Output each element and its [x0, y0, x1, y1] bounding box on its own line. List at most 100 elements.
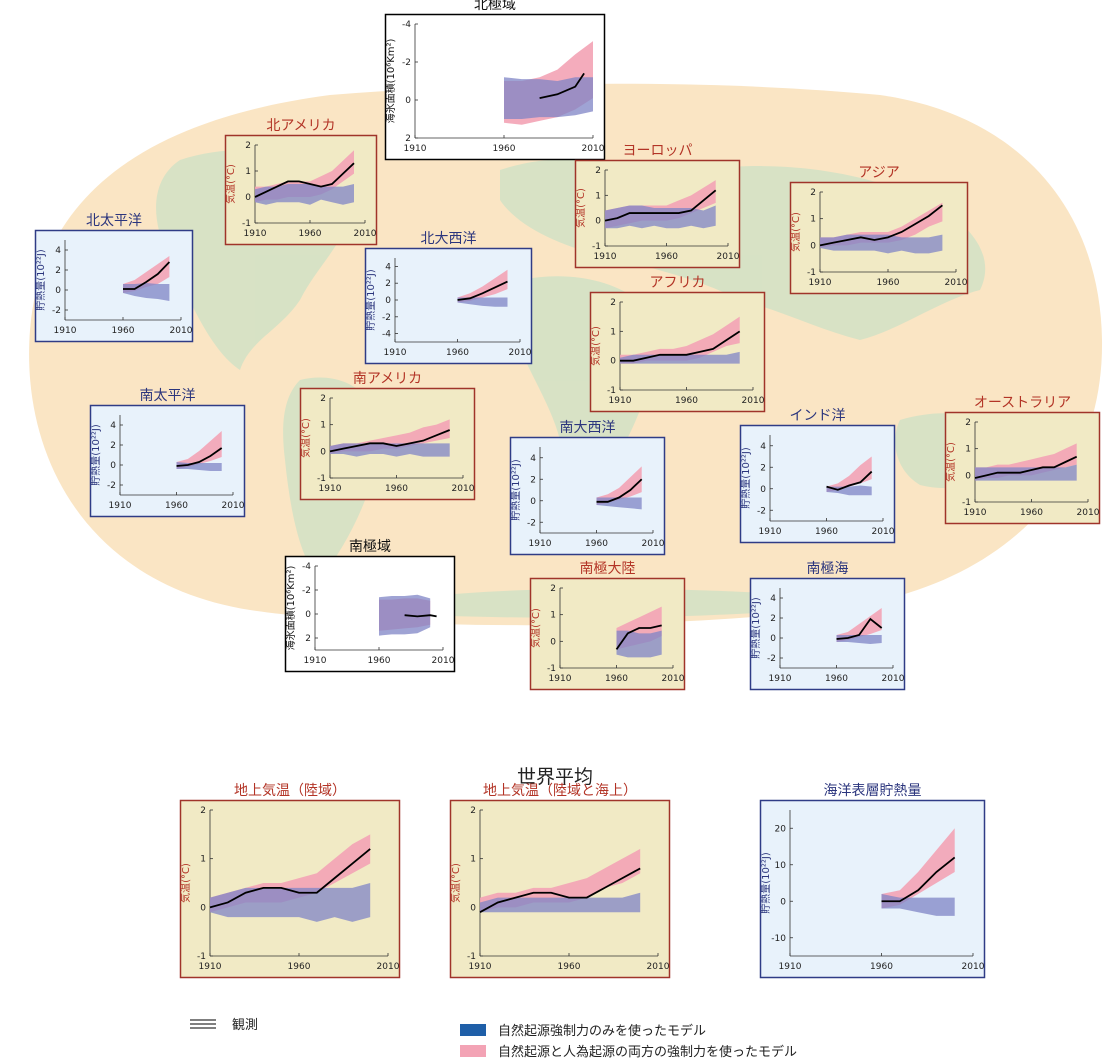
x-tick-label: 1960 — [288, 962, 311, 972]
x-tick-label: 1960 — [299, 229, 322, 239]
y-tick-label: 2 — [405, 134, 411, 144]
observed-line — [615, 624, 662, 650]
x-tick-label: 1910 — [609, 396, 632, 406]
chart-title: アフリカ — [649, 275, 706, 291]
chart-title: オーストラリア — [973, 395, 1072, 411]
y-tick-label: 0 — [245, 193, 251, 203]
y-tick-label: 1 — [595, 191, 601, 201]
x-tick-label: 2010 — [642, 539, 665, 549]
x-tick-label: 1910 — [54, 326, 77, 336]
chart-title: 南極域 — [349, 539, 391, 555]
y-tick-label: 1 — [245, 167, 251, 177]
x-tick-label: 2010 — [432, 656, 455, 666]
y-tick-label: -1 — [467, 952, 476, 962]
chart-title: インド洋 — [789, 408, 846, 424]
y-axis-label: 気温(°C) — [789, 212, 802, 252]
x-tick-label: 2010 — [647, 962, 670, 972]
chart-svg: 4 2 0 -2 1910 1960 2010 貯熱量(10²²J) — [739, 424, 896, 544]
chart-svg: 4 2 0 -2 1910 1960 2010 貯熱量(10²²J) — [34, 229, 194, 343]
y-tick-label: -1 — [807, 268, 816, 278]
y-tick-label: 0 — [965, 471, 971, 481]
chart-frame — [749, 577, 906, 691]
chart-panel-global_land_ocean: 地上気温（陸域と海上） 2 1 0 -1 1910 1960 2010 気温(°C) — [449, 780, 671, 979]
observed-line — [479, 867, 641, 913]
natural-forcing-band — [826, 485, 872, 496]
y-tick-label: 0 — [610, 357, 616, 367]
y-tick-label: 4 — [110, 421, 116, 431]
both-swatch — [460, 1044, 486, 1057]
chart-panel-southern_ocean: 南極海 4 2 0 -2 1910 1960 2010 貯熱量(10²²J) — [749, 558, 906, 691]
y-tick-label: 4 — [530, 454, 536, 464]
x-tick-label: 1960 — [605, 674, 628, 684]
chart-title: 南太平洋 — [139, 388, 196, 404]
y-tick-label: 0 — [550, 637, 556, 647]
x-tick-label: 1960 — [493, 144, 516, 154]
y-axis-label: 貯熱量(10²²J) — [739, 447, 752, 509]
observed-line — [974, 455, 1078, 479]
natural-forcing-band — [596, 497, 642, 510]
chart-title: 北極域 — [474, 0, 516, 13]
chart-panel-europe: ヨーロッパ 2 1 0 -1 1910 1960 2010 気温(°C) — [574, 140, 741, 269]
chart-panel-global_ocean: 海洋表層貯熱量 20 10 0 -10 1910 1960 2010 貯熱量(10²²J) — [759, 780, 986, 979]
y-tick-label: 20 — [775, 824, 787, 834]
observed-line — [457, 280, 508, 301]
x-tick-label: 1960 — [165, 501, 188, 511]
legend-both-label: 自然起源と人為起源の両方の強制力を使ったモデル — [498, 1045, 798, 1060]
y-tick-label: 0 — [200, 903, 206, 913]
x-tick-label: 2010 — [742, 396, 765, 406]
x-tick-label: 1960 — [585, 539, 608, 549]
y-tick-label: 0 — [305, 610, 311, 620]
x-tick-label: 1960 — [870, 962, 893, 972]
x-tick-label: 1960 — [877, 278, 900, 288]
chart-title: 地上気温（陸域と海上） — [483, 783, 637, 799]
chart-title: ヨーロッパ — [622, 143, 693, 159]
observed-line — [826, 470, 873, 491]
y-tick-label: 0 — [780, 897, 786, 907]
y-tick-label: -2 — [767, 654, 776, 664]
chart-title: 北アメリカ — [266, 118, 336, 134]
chart-svg: 2 0 -2 -4 1910 1960 2010 海氷面積(10⁶Km²) — [384, 13, 606, 161]
y-tick-label: -2 — [527, 518, 536, 528]
y-tick-label: 2 — [610, 298, 616, 308]
chart-panel-indian_ocean: インド洋 4 2 0 -2 1910 1960 2010 貯熱量(10²²J) — [739, 405, 896, 544]
x-tick-label: 1960 — [368, 656, 391, 666]
natural-forcing-band — [255, 184, 354, 205]
y-tick-label: 0 — [760, 485, 766, 495]
x-tick-label: 1910 — [384, 348, 407, 358]
observed-line — [819, 204, 943, 247]
y-tick-label: -2 — [382, 313, 391, 323]
x-tick-label: 1960 — [385, 484, 408, 494]
x-tick-label: 1960 — [815, 527, 838, 537]
y-tick-label: -1 — [607, 386, 616, 396]
y-tick-label: -4 — [302, 562, 311, 572]
chart-title: 北大西洋 — [420, 231, 477, 247]
chart-panel-south_atlantic: 南大西洋 4 2 0 -2 1910 1960 2010 貯熱量(10²²J) — [509, 417, 666, 556]
chart-svg: 4 2 0 -2 1910 1960 2010 貯熱量(10²²J) — [749, 577, 906, 691]
y-axis-label: 海氷面積(10⁶Km²) — [384, 38, 397, 123]
x-tick-label: 1960 — [655, 252, 678, 262]
chart-title: 南極海 — [806, 561, 849, 577]
legend-natural: 自然起源強制力のみを使ったモデル — [460, 1020, 706, 1039]
chart-title: アジア — [858, 165, 900, 181]
y-tick-label: -2 — [302, 586, 311, 596]
x-tick-label: 1910 — [404, 144, 427, 154]
x-tick-label: 1910 — [809, 278, 832, 288]
y-tick-label: 0 — [770, 634, 776, 644]
x-tick-label: 2010 — [1077, 508, 1100, 518]
chart-panel-australia: オーストラリア 2 1 0 -1 1910 1960 2010 気温(°C) — [944, 392, 1101, 525]
y-tick-label: 0 — [470, 903, 476, 913]
observed-line — [881, 856, 956, 903]
both-forcing-band — [123, 256, 170, 293]
chart-frame — [739, 424, 896, 544]
y-tick-label: 2 — [110, 441, 116, 451]
y-axis-label: 気温(°C) — [574, 188, 587, 228]
y-tick-label: 1 — [810, 215, 816, 225]
chart-frame — [89, 404, 246, 518]
y-tick-label: -1 — [317, 474, 326, 484]
